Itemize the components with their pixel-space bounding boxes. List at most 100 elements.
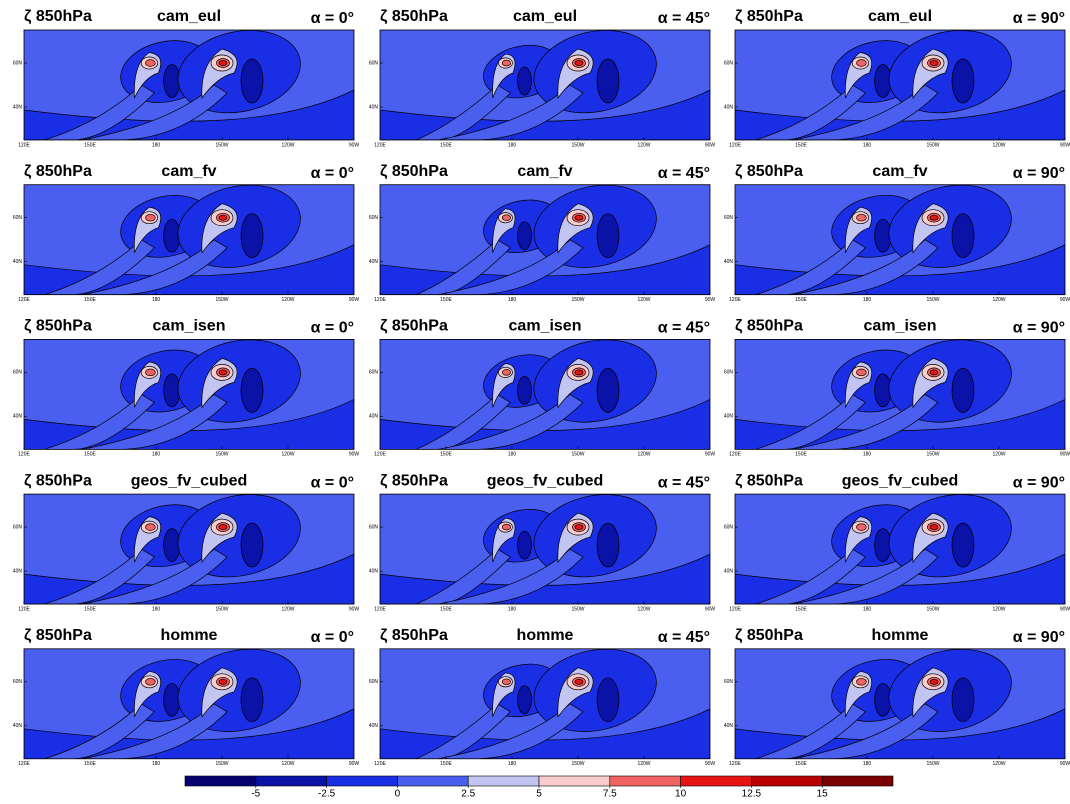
panel-variable: ζ 850hPa — [735, 8, 803, 25]
colorbar-box — [184, 775, 257, 787]
x-tick-label: 150E — [795, 142, 807, 148]
panel-variable: ζ 850hPa — [24, 627, 92, 644]
x-tick-label: 120W — [992, 297, 1005, 303]
x-tick-label: 180 — [152, 606, 161, 612]
contour-fill — [596, 522, 620, 568]
contour-fill — [951, 677, 975, 723]
map-frame — [23, 338, 355, 450]
map-frame — [734, 184, 1066, 296]
x-tick-label: 90W — [705, 452, 716, 458]
contour-fill — [792, 239, 939, 295]
x-tick-label: 150E — [84, 761, 96, 767]
panel-variable: ζ 850hPa — [24, 472, 92, 489]
map-frame — [734, 29, 1066, 141]
contour-fill — [929, 524, 939, 530]
x-tick-label: 120W — [637, 142, 650, 148]
y-tick-label: 60N — [724, 215, 734, 221]
colorbar-box — [326, 775, 398, 787]
panel-variable: ζ 850hPa — [24, 163, 92, 180]
x-tick-label: 150W — [926, 452, 939, 458]
x-tick-label: 150W — [571, 142, 584, 148]
contour-fill — [81, 239, 228, 295]
contour-fill — [240, 368, 264, 413]
x-tick-label: 180 — [508, 606, 517, 612]
x-tick-label: 150E — [84, 142, 96, 148]
y-tick-label: 60N — [13, 370, 23, 376]
contour-fill — [574, 524, 584, 530]
y-tick-label: 60N — [369, 524, 379, 530]
x-tick-label: 180 — [152, 452, 161, 458]
y-tick-label: 60N — [13, 215, 23, 221]
map: 120E 150E 180 150W 120W 90W 60N 40N — [369, 338, 716, 458]
y-tick-label: 60N — [724, 370, 734, 376]
panel-variable: ζ 850hPa — [24, 8, 92, 25]
contour-fill — [240, 677, 264, 723]
x-tick-label: 150W — [215, 452, 228, 458]
colorbar-box — [821, 775, 894, 787]
x-tick-label: 120E — [374, 452, 386, 458]
contour-fill — [81, 84, 228, 140]
x-tick-label: 150W — [926, 297, 939, 303]
x-tick-label: 120W — [637, 761, 650, 767]
colorbar-tick-label: 2.5 — [461, 789, 475, 800]
contours — [24, 648, 354, 759]
colorbar-box — [397, 775, 469, 787]
contour-fill — [218, 369, 228, 376]
panel-variable: ζ 850hPa — [735, 318, 803, 335]
contour-fill — [755, 703, 866, 759]
contour-fill — [517, 66, 532, 96]
contour-fill — [218, 214, 228, 221]
x-tick-label: 150W — [215, 142, 228, 148]
contour-fill — [517, 530, 532, 560]
x-tick-label: 120E — [374, 142, 386, 148]
x-tick-label: 120W — [281, 142, 294, 148]
panel-angle: α = 45° — [658, 10, 710, 27]
map-frame — [379, 648, 711, 760]
contours — [380, 30, 710, 140]
x-tick-label: 150E — [440, 761, 452, 767]
map: 120E 150E 180 150W 120W 90W 60N 40N — [724, 338, 1070, 458]
x-tick-label: 90W — [705, 142, 716, 148]
panel-angle: α = 90° — [1013, 474, 1065, 491]
x-tick-label: 150W — [926, 761, 939, 767]
y-tick-label: 60N — [13, 679, 23, 685]
panel-angle: α = 90° — [1013, 320, 1065, 337]
map-frame — [379, 493, 711, 605]
contour-fill — [44, 548, 155, 605]
x-tick-label: 120E — [18, 452, 30, 458]
contour-fill — [596, 213, 620, 259]
contours — [380, 184, 710, 295]
panel-model: cam_eul — [157, 8, 221, 25]
y-tick-label: 60N — [369, 370, 379, 376]
x-tick-label: 150W — [571, 297, 584, 303]
panel-model: cam_isen — [509, 318, 582, 335]
colorbar-tick-label: -2.5 — [318, 789, 336, 800]
contour-fill — [951, 522, 975, 568]
contour-fill — [574, 678, 584, 685]
contour-fill — [501, 369, 511, 376]
panel-angle: α = 0° — [311, 629, 354, 646]
x-tick-label: 120W — [281, 606, 294, 612]
y-tick-label: 60N — [724, 679, 734, 685]
panel-angle: α = 45° — [658, 629, 710, 646]
contour-fill — [44, 703, 155, 759]
contour-fill — [792, 703, 939, 759]
contour-fill — [501, 678, 511, 686]
colorbar-tick-label: 15 — [817, 789, 829, 800]
y-tick-label: 40N — [13, 259, 23, 265]
contour-fill — [44, 84, 155, 140]
x-tick-label: 120W — [992, 606, 1005, 612]
panel-angle: α = 45° — [658, 474, 710, 491]
x-tick-label: 120W — [281, 452, 294, 458]
panel-variable: ζ 850hPa — [735, 163, 803, 180]
x-tick-label: 180 — [863, 297, 872, 303]
panel-model: homme — [872, 627, 929, 644]
x-tick-label: 150E — [795, 606, 807, 612]
x-tick-label: 180 — [508, 142, 517, 148]
x-tick-label: 150E — [440, 452, 452, 458]
panel-variable: ζ 850hPa — [380, 8, 448, 25]
contour-fill — [951, 368, 975, 413]
y-tick-label: 60N — [13, 60, 23, 66]
map-frame — [734, 338, 1066, 450]
y-tick-label: 40N — [13, 568, 23, 574]
